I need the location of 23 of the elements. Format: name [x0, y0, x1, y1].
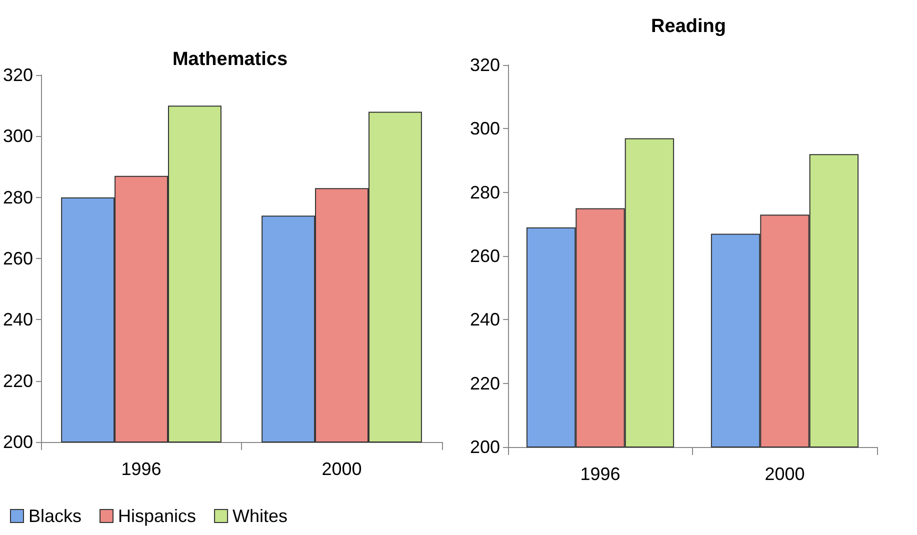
y-tick-label: 280	[470, 182, 500, 202]
y-tick-label: 280	[2, 187, 34, 208]
y-tick-label: 220	[470, 373, 500, 394]
y-tick-label: 300	[470, 118, 500, 139]
y-tick-label: 240	[470, 310, 500, 330]
x-tick-label: 2000	[764, 464, 805, 484]
chart-title: Reading	[651, 16, 726, 37]
y-tick-label: 260	[2, 248, 34, 268]
legend-label: Hispanics	[118, 506, 196, 526]
legend-label: Blacks	[28, 506, 82, 526]
y-tick-label: 220	[2, 370, 34, 391]
y-tick-label: 300	[2, 126, 34, 146]
y-tick-label: 200	[2, 432, 34, 452]
x-tick-label: 2000	[322, 459, 362, 479]
y-tick-label: 260	[470, 246, 500, 266]
legend-label: Whites	[232, 506, 288, 526]
y-tick-label: 320	[470, 55, 500, 75]
x-tick-label: 1996	[580, 464, 620, 484]
y-tick-label: 320	[2, 65, 34, 85]
y-tick-label: 240	[2, 310, 34, 330]
x-tick-label: 1996	[121, 459, 162, 479]
chart-title: Mathematics	[172, 49, 288, 70]
y-tick-label: 200	[470, 437, 500, 457]
